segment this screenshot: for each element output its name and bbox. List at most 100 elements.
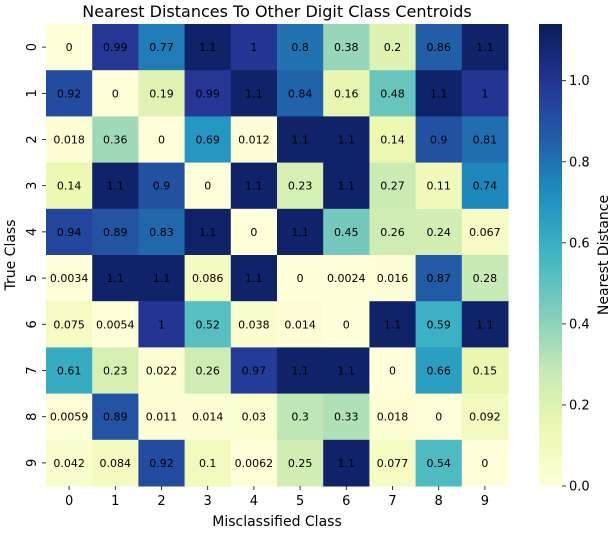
heatmap-cell xyxy=(323,116,370,164)
cell-value-label: 0 xyxy=(250,226,257,239)
y-tick-label: 2 xyxy=(25,135,40,143)
cell-value-label: 1.1 xyxy=(245,180,263,193)
heatmap-cell xyxy=(323,301,370,348)
heatmap-cell xyxy=(184,70,232,117)
cell-value-label: 1 xyxy=(481,87,488,100)
cell-value-label: 1.1 xyxy=(107,180,125,193)
cell-value-label: 1.1 xyxy=(291,365,309,378)
heatmap-cell xyxy=(92,162,139,210)
heatmap-cell xyxy=(415,439,463,487)
heatmap-cell xyxy=(277,162,324,210)
cell-value-label: 0.15 xyxy=(473,365,498,378)
cell-value-label: 0.27 xyxy=(380,180,405,193)
cell-value-label: 0.84 xyxy=(288,87,313,100)
colorbar-tick-label: 1.0 xyxy=(569,74,590,89)
cell-value-label: 0.0024 xyxy=(327,272,366,285)
heatmap-cell xyxy=(230,116,278,164)
heatmap-cell xyxy=(230,70,278,117)
cell-value-label: 1.1 xyxy=(291,226,309,239)
cell-value-label: 0 xyxy=(158,134,165,147)
heatmap-cell xyxy=(230,208,278,256)
heatmap-cell xyxy=(277,393,324,441)
y-axis-label: True Class xyxy=(3,219,19,291)
cell-value-label: 0.1 xyxy=(199,457,217,470)
heatmap-cell xyxy=(184,162,232,210)
heatmap-cell xyxy=(323,70,370,117)
heatmap-cell xyxy=(461,301,509,348)
heatmap-cell xyxy=(415,255,463,302)
x-tick-label: 5 xyxy=(296,494,304,509)
cell-value-label: 0.23 xyxy=(288,180,313,193)
heatmap-cell xyxy=(230,24,278,71)
cell-value-label: 0.97 xyxy=(242,365,267,378)
heatmap-cell xyxy=(277,255,324,302)
cell-value-label: 0.9 xyxy=(153,180,171,193)
y-tick-label: 1 xyxy=(25,89,40,97)
heatmap-cell xyxy=(323,162,370,210)
heatmap-cell xyxy=(369,208,417,256)
cell-value-label: 0.59 xyxy=(426,318,451,331)
cell-value-label: 0.067 xyxy=(469,226,501,239)
cell-value-label: 1.1 xyxy=(245,272,263,285)
heatmap-cell xyxy=(46,70,93,117)
heatmap-cell xyxy=(461,439,509,487)
cell-value-label: 0.086 xyxy=(192,272,224,285)
cell-value-label: 0.89 xyxy=(103,226,128,239)
heatmap-cell xyxy=(415,301,463,348)
heatmap-cell xyxy=(138,439,186,487)
cell-value-label: 0 xyxy=(389,365,396,378)
heatmap-cell xyxy=(138,24,186,71)
colorbar-tick-label: 0.2 xyxy=(569,398,590,413)
cell-value-label: 0.8 xyxy=(291,41,309,54)
heatmap-cell xyxy=(230,439,278,487)
cell-value-label: 0.26 xyxy=(195,365,220,378)
cell-value-label: 1.1 xyxy=(245,87,263,100)
heatmap-cell xyxy=(138,162,186,210)
cell-value-label: 1.1 xyxy=(199,226,217,239)
colorbar-tick-label: 0.8 xyxy=(569,155,590,170)
cell-value-label: 1.1 xyxy=(153,272,171,285)
cell-value-label: 0.018 xyxy=(53,134,85,147)
heatmap-cell xyxy=(138,301,186,348)
cell-value-label: 0.014 xyxy=(284,318,316,331)
cell-value-label: 1.1 xyxy=(338,457,356,470)
cell-value-label: 0.77 xyxy=(149,41,174,54)
cell-value-label: 1.1 xyxy=(430,87,448,100)
cell-value-label: 1.1 xyxy=(107,272,125,285)
x-tick-label: 0 xyxy=(65,494,73,509)
heatmap-cell xyxy=(277,439,324,487)
cell-value-label: 0.038 xyxy=(238,318,270,331)
cell-value-label: 0.016 xyxy=(377,272,409,285)
heatmap-cell xyxy=(323,24,370,71)
heatmap-cell xyxy=(415,70,463,117)
cell-value-label: 0.2 xyxy=(384,41,402,54)
y-tick-label: 3 xyxy=(25,182,40,190)
x-tick-label: 7 xyxy=(388,494,396,509)
heatmap-cell xyxy=(461,162,509,210)
x-axis-ticks: 0 1 2 3 4 5 6 7 8 9 xyxy=(65,486,489,509)
cell-value-label: 1.1 xyxy=(338,365,356,378)
cell-value-label: 0.99 xyxy=(195,87,220,100)
heatmap-cell xyxy=(138,255,186,302)
cell-value-label: 0.11 xyxy=(426,180,451,193)
x-tick-label: 2 xyxy=(157,494,165,509)
heatmap-cell xyxy=(46,301,93,348)
heatmap-cell xyxy=(277,208,324,256)
heatmap-cell xyxy=(138,116,186,164)
heatmap-cell xyxy=(323,347,370,395)
cell-value-label: 0.86 xyxy=(426,41,451,54)
cell-value-label: 0.14 xyxy=(380,134,405,147)
heatmap-cell xyxy=(323,393,370,441)
cell-value-label: 0.092 xyxy=(469,411,501,424)
x-tick-label: 9 xyxy=(481,494,489,509)
heatmap-cell xyxy=(277,301,324,348)
cell-value-label: 0.25 xyxy=(288,457,313,470)
cell-value-label: 0.19 xyxy=(149,87,174,100)
cell-value-label: 0.48 xyxy=(380,87,405,100)
colorbar-label: Nearest Distance xyxy=(596,195,612,315)
cell-value-label: 0.89 xyxy=(103,411,128,424)
heatmap-cell xyxy=(92,208,139,256)
cell-value-label: 0.38 xyxy=(334,41,359,54)
cell-value-label: 0.28 xyxy=(473,272,498,285)
